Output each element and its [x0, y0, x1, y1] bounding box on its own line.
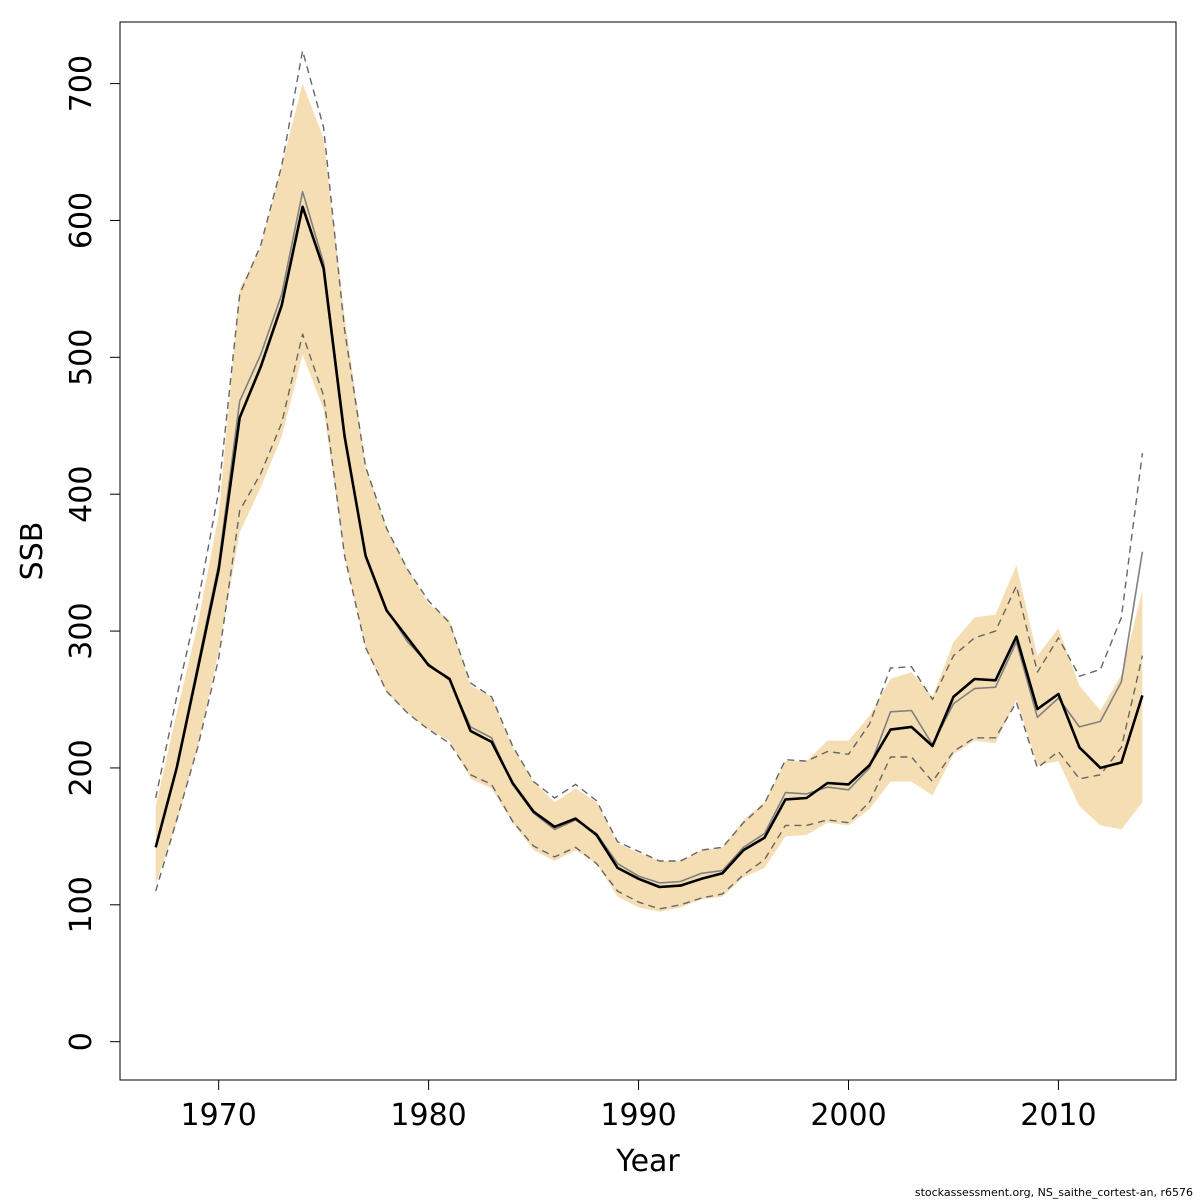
plot-frame [119, 21, 1177, 1081]
lower-interval-line [155, 333, 1144, 910]
x-tick-label: 1990 [600, 1098, 676, 1133]
confidence-band [155, 83, 1143, 912]
x-tick-label: 1970 [180, 1098, 256, 1133]
y-axis-title: SSB [15, 522, 50, 581]
lines-layer [154, 50, 1144, 910]
y-tick-label: 600 [64, 192, 99, 249]
upper-interval-line [155, 50, 1144, 862]
y-tick-label: 500 [64, 329, 99, 386]
x-tick-label: 1980 [390, 1098, 466, 1133]
y-tick-label: 0 [64, 1032, 99, 1051]
y-tick-label: 300 [64, 602, 99, 659]
y-tick-label: 700 [64, 55, 99, 112]
x-tick-label: 2000 [810, 1098, 886, 1133]
y-axis: 0 100 200 300 400 500 600 700 [64, 55, 120, 1051]
x-axis-title: Year [615, 1144, 680, 1179]
previous-estimate-line [154, 190, 1144, 884]
band-layer [155, 83, 1143, 912]
y-tick-label: 200 [64, 739, 99, 796]
y-tick-label: 400 [64, 466, 99, 523]
x-tick-label: 2010 [1020, 1098, 1096, 1133]
x-axis: 1970 1980 1990 2000 2010 [180, 1080, 1097, 1133]
estimate-line [154, 205, 1144, 889]
y-tick-label: 100 [64, 876, 99, 933]
footer-credit: stockassessment.org, NS_saithe_cortest-a… [915, 1186, 1193, 1199]
